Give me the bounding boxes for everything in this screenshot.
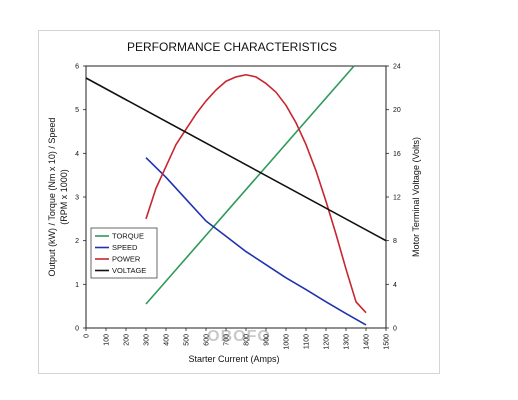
legend-items: TORQUE SPEED POWER VOLTAGE (95, 232, 146, 275)
chart-frame: PERFORMANCE CHARACTERISTICS OBOFO 0 100 20… (38, 30, 440, 374)
y-right-tick-label: 16 (393, 151, 401, 158)
x-tick-label: 500 (184, 334, 191, 346)
series-line-power (145, 73, 367, 314)
x-tick-label: 100 (104, 334, 111, 346)
x-tick-label: 600 (204, 334, 211, 346)
x-tick-label: 700 (224, 334, 231, 346)
performance-chart: PERFORMANCE CHARACTERISTICS OBOFO 0 100 20… (47, 40, 421, 364)
y-right-axis-label-text: Motor Terminal Voltage (Volts) (411, 137, 421, 257)
x-tick-label: 300 (144, 334, 151, 346)
x-tick-label: 1200 (324, 334, 331, 350)
y-right-tick-label: 24 (393, 64, 401, 71)
y-left-tick-label: 2 (75, 238, 79, 245)
y-left-axis-label: Output (kW) / Torque (Nm x 10) / Speed (… (47, 118, 69, 277)
y-left-tick-label: 1 (75, 282, 79, 289)
legend-label-speed: SPEED (112, 243, 138, 252)
y-right-tick-label: 12 (393, 195, 401, 202)
x-tick-label: 200 (124, 334, 131, 346)
chart-title: PERFORMANCE CHARACTERISTICS (127, 40, 337, 54)
legend-label-voltage: VOLTAGE (112, 266, 146, 275)
x-tick-label: 1300 (344, 334, 351, 350)
x-tick-label: 800 (244, 334, 251, 346)
legend-label-torque: TORQUE (112, 232, 144, 241)
y-left-tick-label: 4 (75, 151, 79, 158)
y-left-axis-label-line-2: (RPM x 1000) (59, 169, 69, 225)
x-axis-label: Starter Current (Amps) (188, 354, 279, 364)
series-line-voltage (85, 77, 387, 242)
x-axis-ticks: 0 100 200 300 400 500 600 700 800 900 1000 1100 1200… (84, 328, 391, 350)
y-left-tick-label: 3 (75, 195, 79, 202)
y-right-axis-ticks: 0 4 8 12 16 20 24 (386, 64, 401, 333)
y-right-tick-label: 8 (393, 238, 397, 245)
x-tick-label: 0 (84, 334, 91, 338)
legend: TORQUE SPEED POWER VOLTAGE (90, 227, 158, 279)
y-right-axis-label: Motor Terminal Voltage (Volts) (411, 137, 421, 257)
legend-label-power: POWER (112, 255, 141, 264)
series-lines (85, 65, 387, 326)
x-tick-label: 1000 (284, 334, 291, 350)
series-line-speed (145, 157, 367, 326)
x-tick-label: 1100 (304, 334, 311, 349)
y-right-tick-label: 20 (393, 107, 401, 114)
y-left-tick-label: 5 (75, 107, 79, 114)
plot-area (85, 65, 387, 329)
y-right-tick-label: 4 (393, 282, 397, 289)
series-line-torque (145, 65, 355, 305)
y-left-axis-ticks: 0 1 2 3 4 5 6 (75, 64, 86, 333)
y-left-tick-label: 0 (75, 326, 79, 333)
x-tick-label: 1400 (364, 334, 371, 350)
watermark: OBOFO (207, 328, 271, 345)
y-left-axis-label-line-1: Output (kW) / Torque (Nm x 10) / Speed (47, 118, 57, 277)
x-tick-label: 400 (164, 334, 171, 346)
x-tick-label: 900 (264, 334, 271, 346)
y-left-tick-label: 6 (75, 64, 79, 71)
y-right-tick-label: 0 (393, 326, 397, 333)
x-tick-label: 1500 (384, 334, 391, 350)
